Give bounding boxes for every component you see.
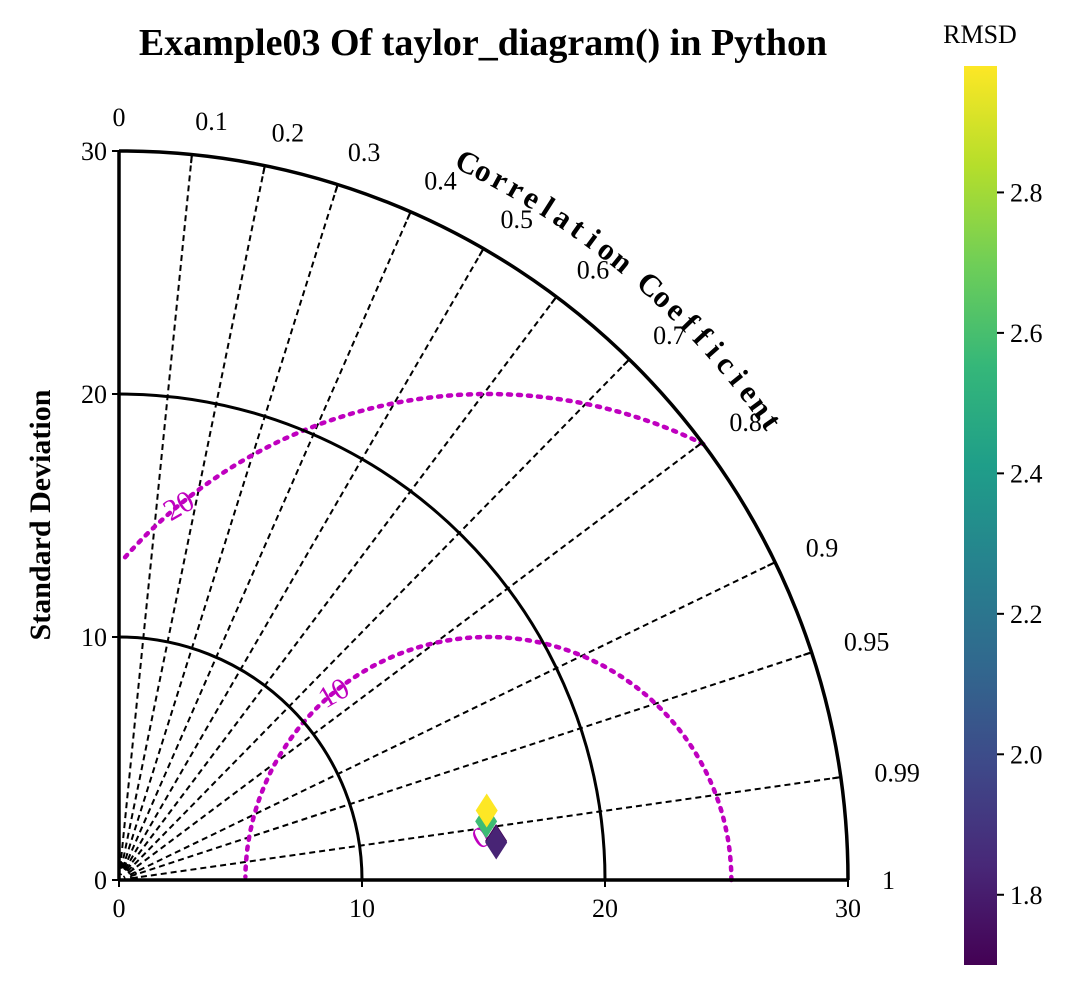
- correlation-tick-label: 0: [113, 103, 126, 132]
- colorbar-tick-label: 2.0: [1010, 740, 1043, 769]
- std-arcs: [118, 149, 850, 881]
- colorbar-ticks: 1.8 2.0 2.2 2.4 2.6 2.8: [997, 178, 1043, 910]
- correlation-tick-label: 0.7: [653, 321, 686, 350]
- colorbar-tick-label: 2.2: [1010, 600, 1043, 629]
- correlation-tick-label: 0.1: [195, 107, 228, 136]
- x-tick-label: 0: [113, 894, 126, 923]
- x-tick-label: 30: [835, 894, 861, 923]
- rmsd-contour-label: 20: [158, 484, 200, 528]
- colorbar-tick-label: 2.4: [1010, 459, 1043, 488]
- correlation-tick-label: 1: [882, 866, 895, 895]
- colorbar-tick-label: 2.6: [1010, 319, 1043, 348]
- correlation-line: [129, 561, 776, 876]
- data-marker: [475, 793, 498, 828]
- colorbar-tick-label: 1.8: [1010, 881, 1043, 910]
- correlation-tick-labels: 0 0.1 0.2 0.3 0.4 0.5 0.6 0.7 0.8 0.9 0.95 0.99 1: [113, 103, 920, 895]
- correlation-tick-label: 0.4: [424, 167, 457, 196]
- axes: [117, 151, 848, 882]
- correlation-tick-label: 0.6: [577, 256, 610, 285]
- correlation-tick-label: 0.95: [844, 628, 890, 657]
- y-tick-label: 20: [81, 380, 107, 409]
- data-markers: [475, 793, 508, 860]
- x-tick-label: 10: [349, 894, 375, 923]
- y-tick-label: 0: [94, 866, 107, 895]
- data-marker: [485, 825, 508, 860]
- colorbar-tick-label: 2.8: [1010, 178, 1043, 207]
- correlation-tick: [262, 165, 266, 175]
- correlation-tick-label: 0.2: [272, 118, 305, 147]
- correlation-tick: [334, 184, 339, 193]
- correlation-tick: [190, 154, 193, 164]
- correlation-tick-label: 0.5: [501, 205, 534, 234]
- correlation-tick-label: 0.8: [729, 408, 762, 437]
- std-arc: [118, 635, 364, 881]
- x-tick-label: 20: [592, 894, 618, 923]
- correlation-tick: [832, 776, 841, 780]
- y-axis-label: Standard Deviation: [24, 389, 57, 640]
- colorbar-title: RMSD: [943, 20, 1017, 49]
- correlation-tick: [622, 358, 631, 367]
- correlation-tick: [803, 651, 812, 656]
- chart-title: Example03 Of taylor_diagram() in Python: [139, 22, 827, 64]
- correlation-tick-label: 0.9: [806, 533, 839, 562]
- rmsd-contour: [120, 391, 706, 562]
- correlation-line: [124, 248, 485, 870]
- std-arc: [118, 392, 607, 881]
- std-arc: [118, 149, 850, 881]
- correlation-tick: [478, 248, 485, 257]
- correlation-tick: [767, 561, 776, 567]
- correlation-tick: [550, 296, 558, 305]
- correlation-tick-label: 0.3: [348, 138, 381, 167]
- correlation-tick-label: 0.99: [874, 758, 920, 787]
- std-tick-labels: 0 10 20 30 0 10 20 30: [81, 137, 861, 923]
- correlation-tick: [406, 211, 412, 221]
- correlation-tick: [694, 441, 703, 449]
- correlation-line: [120, 165, 266, 869]
- correlation-lines: [118, 154, 841, 881]
- colorbar: [964, 66, 997, 965]
- rmsd-contour: [243, 634, 734, 883]
- origin-arc: [118, 861, 138, 881]
- correlation-line: [122, 211, 412, 870]
- y-tick-label: 30: [81, 137, 107, 166]
- y-tick-label: 10: [81, 623, 107, 652]
